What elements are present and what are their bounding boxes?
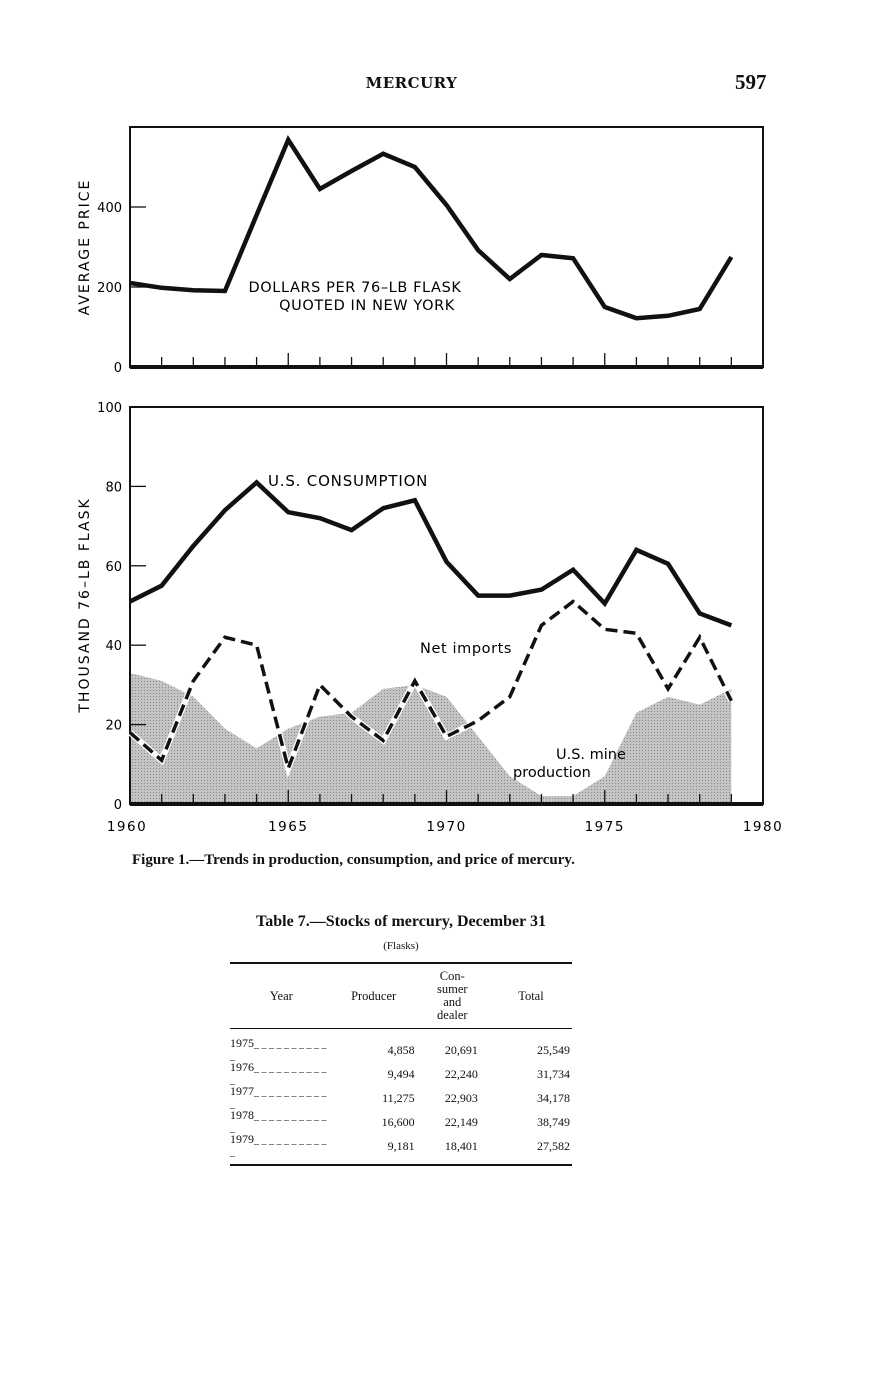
year-cell: 1975_ _ _ _ _ _ _ _ _ _ _ bbox=[230, 1029, 333, 1062]
column-header: Total bbox=[518, 988, 544, 1003]
net-imports-line bbox=[128, 599, 733, 775]
mine-production-label: U.S. mine bbox=[556, 747, 626, 763]
value-cell: 38,749 bbox=[537, 1114, 570, 1129]
column-header: Year bbox=[269, 988, 293, 1003]
price-annotation: QUOTED IN NEW YORK bbox=[279, 298, 455, 314]
value-cell: 22,903 bbox=[444, 1090, 478, 1105]
y-tick-label: 400 bbox=[97, 201, 122, 216]
y-axis-label: AVERAGE PRICE bbox=[77, 179, 93, 316]
mine-production-area bbox=[130, 672, 732, 804]
leader-dots: _ _ _ _ _ _ _ _ _ _ _ bbox=[230, 1063, 327, 1086]
value-cell: 25,549 bbox=[537, 1042, 570, 1057]
column-header: Con- sumer and dealer bbox=[437, 969, 468, 1022]
value-cell: 18,401 bbox=[444, 1138, 478, 1153]
value-cell: 27,582 bbox=[537, 1138, 570, 1153]
year-label: 1977 bbox=[230, 1084, 254, 1098]
y-tick-label: 60 bbox=[105, 560, 122, 575]
value-cell: 22,240 bbox=[444, 1066, 478, 1081]
value-cell: 31,734 bbox=[537, 1066, 570, 1081]
value-cell: 11,275 bbox=[382, 1090, 415, 1105]
year-label: 1978 bbox=[230, 1108, 254, 1122]
x-tick-label: 1965 bbox=[268, 819, 308, 835]
x-tick-label: 1960 bbox=[107, 819, 147, 835]
value-cell: 16,600 bbox=[381, 1114, 415, 1129]
year-label: 1976 bbox=[230, 1060, 254, 1074]
price-annotation: DOLLARS PER 76–LB FLASK bbox=[249, 280, 462, 296]
year-cell: 1979_ _ _ _ _ _ _ _ _ _ _ bbox=[230, 1132, 333, 1165]
plot-frame bbox=[129, 126, 764, 368]
table-row: 1977_ _ _ _ _ _ _ _ _ _ _ 11,275 22,903 34,… bbox=[230, 1084, 572, 1110]
table-title: Table 7.—Stocks of mercury, December 31 bbox=[256, 913, 546, 930]
year-cell: 1976_ _ _ _ _ _ _ _ _ _ _ bbox=[230, 1060, 333, 1086]
y-axis-label: THOUSAND 76–LB FLASK bbox=[77, 497, 93, 713]
value-cell: 9,494 bbox=[387, 1066, 415, 1081]
y-tick-label: 0 bbox=[114, 361, 122, 376]
table-row: 1979_ _ _ _ _ _ _ _ _ _ _ 9,181 18,401 27,5… bbox=[230, 1132, 572, 1165]
mine-production-label: production bbox=[513, 765, 591, 781]
year-label: 1975 bbox=[230, 1036, 254, 1050]
leader-dots: _ _ _ _ _ _ _ _ _ _ _ bbox=[230, 1111, 327, 1134]
page-number: 597 bbox=[735, 70, 767, 94]
consumption-label: U.S. CONSUMPTION bbox=[268, 472, 428, 490]
year-cell: 1978_ _ _ _ _ _ _ _ _ _ _ bbox=[230, 1108, 333, 1134]
table-row: 1976_ _ _ _ _ _ _ _ _ _ _ 9,494 22,240 31,7… bbox=[230, 1060, 572, 1086]
running-head: MERCURY bbox=[365, 74, 458, 92]
column-header: Producer bbox=[351, 988, 397, 1003]
leader-dots: _ _ _ _ _ _ _ _ _ _ _ bbox=[230, 1039, 327, 1062]
table-row: 1978_ _ _ _ _ _ _ _ _ _ _ 16,600 22,149 38,… bbox=[230, 1108, 572, 1134]
production-consumption-chart: 0 20 40 60 80 100 1960 1965 1970 1975 1980 THOUSAND… bbox=[77, 401, 783, 835]
y-tick-label: 100 bbox=[97, 401, 122, 416]
figure-caption: Figure 1.—Trends in production, consumpt… bbox=[132, 852, 575, 868]
value-cell: 20,691 bbox=[444, 1042, 478, 1057]
table-unit: (Flasks) bbox=[383, 940, 419, 952]
y-tick-label: 80 bbox=[105, 480, 122, 495]
stocks-table: Year Producer Con- sumer and dealer Total 1… bbox=[230, 962, 572, 1166]
value-cell: 4,858 bbox=[387, 1042, 415, 1057]
x-tick-label: 1975 bbox=[585, 819, 625, 835]
leader-dots: _ _ _ _ _ _ _ _ _ _ _ bbox=[230, 1087, 327, 1110]
net-imports-label: Net imports bbox=[420, 641, 512, 657]
price-chart: 0 200 400 AVERAGE PRICE DOLLARS PER 76–LB FL… bbox=[77, 126, 764, 376]
y-tick-label: 200 bbox=[97, 281, 122, 296]
y-tick-label: 20 bbox=[105, 719, 122, 734]
table-row: 1975_ _ _ _ _ _ _ _ _ _ _ 4,858 20,691 25,5… bbox=[230, 1029, 572, 1062]
leader-dots: _ _ _ _ _ _ _ _ _ _ _ bbox=[230, 1135, 327, 1158]
year-cell: 1977_ _ _ _ _ _ _ _ _ _ _ bbox=[230, 1084, 333, 1110]
value-cell: 34,178 bbox=[537, 1090, 570, 1105]
year-label: 1979 bbox=[230, 1132, 254, 1146]
value-cell: 9,181 bbox=[387, 1138, 415, 1153]
table-header-row: Year Producer Con- sumer and dealer Total bbox=[230, 963, 572, 1029]
consumption-line bbox=[128, 479, 733, 628]
y-tick-label: 0 bbox=[114, 798, 122, 813]
x-tick-label: 1980 bbox=[743, 819, 783, 835]
y-tick-label: 40 bbox=[105, 639, 122, 654]
price-line bbox=[129, 134, 734, 321]
x-tick-label: 1970 bbox=[426, 819, 466, 835]
value-cell: 22,149 bbox=[444, 1114, 478, 1129]
